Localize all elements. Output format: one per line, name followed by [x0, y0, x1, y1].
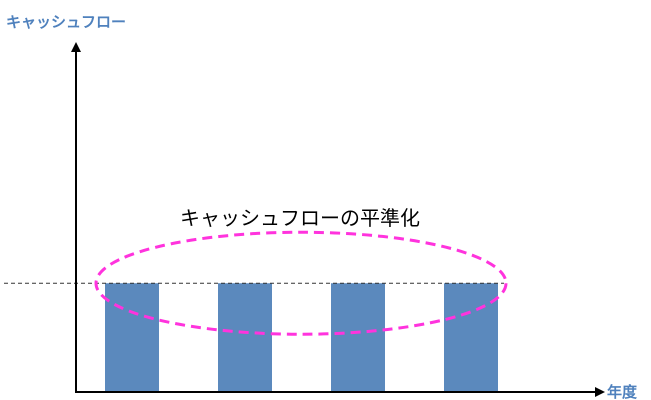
bar-1	[105, 283, 159, 392]
y-axis-label: キャッシュフロー	[6, 13, 126, 31]
highlight-ellipse	[94, 230, 508, 336]
x-axis-label: 年度	[607, 383, 638, 400]
smoothing-annotation: キャッシュフローの平準化	[180, 206, 420, 230]
bar-4	[444, 283, 498, 392]
bar-series	[105, 283, 498, 392]
bar-2	[218, 283, 272, 392]
bar-3	[331, 283, 385, 392]
